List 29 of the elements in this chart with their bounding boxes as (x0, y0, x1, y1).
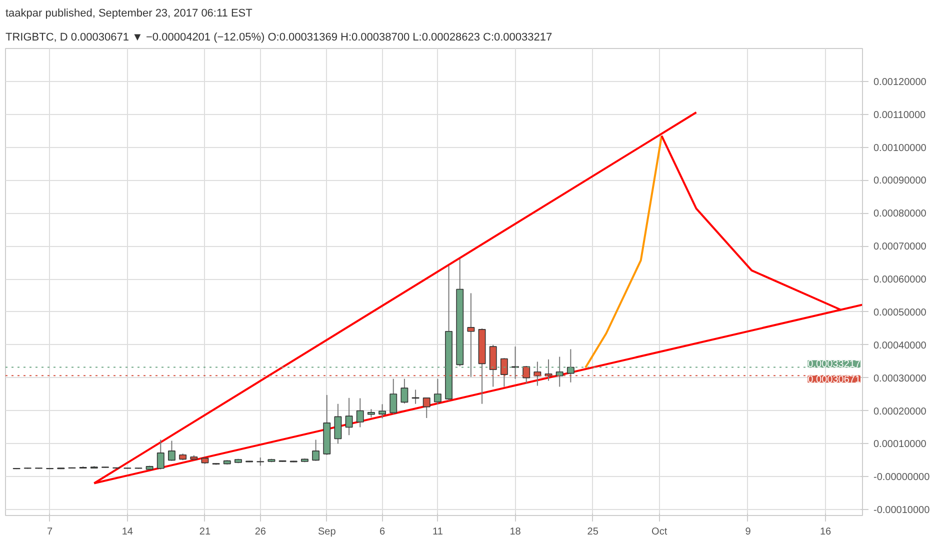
ref-line-label: 0.00033217 (808, 359, 861, 370)
y-tick-label: 0.00060000 (874, 274, 927, 286)
x-tick-label: 7 (47, 526, 54, 538)
y-tick-label: 0.00050000 (874, 307, 927, 318)
x-tick-label: 6 (380, 526, 386, 538)
y-tick-label: 0.00110000 (874, 110, 926, 121)
x-tick-label: 11 (432, 526, 444, 538)
y-tick-label: 0.00100000 (874, 142, 927, 154)
x-tick-label: 18 (510, 526, 522, 538)
x-tick-label: 16 (820, 526, 832, 538)
y-tick-label: 0.00080000 (874, 208, 927, 220)
y-tick-label: 0.00020000 (874, 406, 927, 418)
chart-title: taakpar published, September 23, 2017 06:11 EST (6, 8, 253, 20)
y-tick-label: -0.00000000 (874, 472, 930, 484)
x-tick-label: 25 (587, 526, 599, 538)
y-tick-label: 0.00010000 (874, 439, 927, 450)
y-tick-label: 0.00040000 (874, 340, 927, 352)
y-tick-label: 0.00120000 (874, 76, 927, 88)
x-tick-label: 9 (745, 526, 752, 538)
x-tick-label: Oct (652, 526, 668, 538)
x-tick-label: Sep (318, 526, 336, 538)
y-tick-label: 0.00030000 (874, 373, 927, 384)
chart-subtitle: TRIGBTC, D 0.00030671 ▼ −0.00004201 (−12.05%) O:0.00031369 H:0.00038700 L:0.00028623 C:0.00033217 (6, 32, 552, 44)
y-tick-label: -0.00010000 (874, 505, 930, 516)
x-tick-label: 21 (199, 526, 211, 538)
x-tick-label: 14 (122, 526, 134, 538)
y-tick-label: 0.00090000 (874, 176, 927, 187)
y-tick-label: 0.00070000 (874, 242, 927, 253)
x-tick-label: 26 (254, 526, 266, 538)
